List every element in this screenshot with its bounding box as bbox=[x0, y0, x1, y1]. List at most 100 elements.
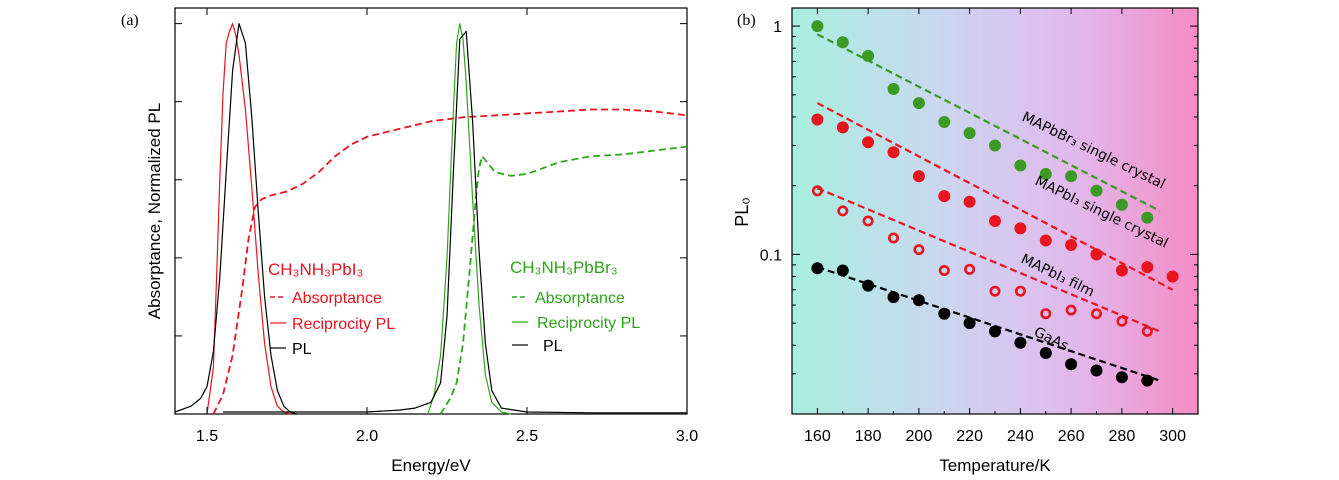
point-mapbi-single-crystal bbox=[1065, 239, 1078, 251]
series-ch3nh3pbi3-pl bbox=[174, 23, 297, 415]
legend-mapbbr: CH₃NH₃PbBr₃ Absorptance Reciprocity PL P… bbox=[510, 258, 640, 355]
point-mapbi-single-crystal bbox=[1166, 270, 1179, 283]
fit-line-mapbi-film bbox=[816, 187, 1161, 333]
point-mapbbr-single-crystal bbox=[862, 49, 875, 62]
panel-b-x-tick-label: 200 bbox=[906, 428, 933, 445]
point-mapbi-film bbox=[989, 285, 1001, 297]
panel-a-x-axis-label: Energy/eV bbox=[391, 456, 471, 475]
point-gaas bbox=[1039, 347, 1052, 359]
point-mapbi-film bbox=[964, 263, 976, 275]
point-mapbbr-single-crystal bbox=[963, 127, 976, 140]
point-gaas bbox=[811, 262, 824, 275]
series-ch3nh3pbi3-reciprocity-pl bbox=[206, 23, 291, 415]
point-gaas bbox=[862, 279, 875, 292]
panel-a-ticks-layer: 1.5 2.0 2.5 3.0 bbox=[175, 8, 698, 445]
point-mapbi-single-crystal bbox=[989, 215, 1001, 227]
point-mapbbr-single-crystal bbox=[1090, 184, 1103, 197]
legend-mapbi-reciprocity-label: Reciprocity PL bbox=[292, 316, 395, 333]
point-gaas bbox=[1065, 358, 1078, 371]
legend-mapbi-pl-label: PL bbox=[292, 341, 312, 358]
legend-mapbi-title: CH₃NH₃PbI₃ bbox=[268, 260, 363, 279]
panel-b-series-layer bbox=[811, 20, 1179, 387]
point-mapbi-film bbox=[1141, 325, 1153, 337]
point-gaas bbox=[912, 294, 925, 307]
point-mapbi-single-crystal bbox=[1039, 234, 1052, 247]
legend-mapbbr-absorptance-label: Absorptance bbox=[535, 290, 625, 307]
panel-a-x-tick-label: 2.0 bbox=[356, 428, 378, 445]
panel-b-ticks-layer: 160 180 200 220 240 260 280 300 0.1 1 bbox=[760, 8, 1199, 445]
point-mapbbr-single-crystal bbox=[1014, 159, 1027, 172]
point-mapbi-film bbox=[1116, 315, 1128, 327]
point-mapbi-film bbox=[887, 232, 899, 244]
point-mapbi-single-crystal bbox=[1014, 222, 1027, 235]
point-mapbbr-single-crystal bbox=[1115, 198, 1128, 211]
point-mapbi-film bbox=[938, 264, 950, 276]
panel-a-label: (a) bbox=[121, 12, 139, 29]
point-mapbi-film bbox=[913, 244, 925, 256]
panel-a-x-tick-label: 3.0 bbox=[676, 428, 698, 445]
panel-b-label: (b) bbox=[737, 12, 756, 29]
point-mapbbr-single-crystal bbox=[938, 116, 951, 128]
point-mapbbr-single-crystal bbox=[989, 139, 1001, 152]
point-gaas bbox=[836, 264, 849, 277]
series-ch3nh3pbi3-absorptance bbox=[212, 108, 688, 415]
panel-b-x-tick-label: 300 bbox=[1159, 428, 1186, 445]
point-mapbi-film bbox=[1065, 304, 1077, 316]
point-gaas bbox=[1141, 374, 1154, 387]
panel-b-x-tick-label: 280 bbox=[1109, 428, 1136, 445]
point-mapbi-single-crystal bbox=[1090, 248, 1103, 261]
panel-b-x-tick-label: 260 bbox=[1058, 428, 1085, 445]
fit-line-mapbbr-single-crystal bbox=[816, 33, 1161, 212]
point-mapbi-single-crystal bbox=[836, 121, 849, 134]
panel-b-y-axis-label: PL₀ bbox=[732, 197, 752, 227]
point-mapbi-single-crystal bbox=[887, 146, 900, 159]
panel-b-gradient-background bbox=[792, 8, 1198, 414]
point-mapbbr-single-crystal bbox=[1039, 168, 1052, 180]
point-mapbbr-single-crystal bbox=[836, 36, 849, 49]
panel-b-x-tick-label: 180 bbox=[855, 428, 882, 445]
fit-line-gaas bbox=[817, 266, 1161, 382]
panel-b-y-tick-label: 1 bbox=[773, 19, 782, 36]
point-mapbi-film bbox=[1040, 308, 1052, 320]
point-mapbbr-single-crystal bbox=[1065, 170, 1078, 183]
series-ch3nh3pbbr3-reciprocity-pl bbox=[427, 23, 512, 415]
point-gaas bbox=[1014, 336, 1027, 349]
point-mapbbr-single-crystal bbox=[912, 97, 925, 110]
panel-a-series-layer bbox=[174, 23, 688, 415]
point-mapbbr-single-crystal bbox=[887, 83, 900, 95]
series-ch3nh3pbbr3-absorptance bbox=[439, 145, 688, 415]
panel-a-plot-frame bbox=[174, 7, 688, 415]
point-gaas bbox=[1115, 371, 1128, 384]
fit-line-mapbi-single-crystal bbox=[816, 102, 1174, 291]
point-mapbi-single-crystal bbox=[912, 170, 925, 183]
point-gaas bbox=[989, 325, 1001, 338]
point-mapbi-film bbox=[1014, 285, 1026, 297]
point-gaas bbox=[1090, 364, 1103, 377]
point-gaas bbox=[938, 307, 951, 320]
panel-a-x-tick-label: 1.5 bbox=[196, 428, 218, 445]
panel-b: (b) 160 180 200 220 240 260 280 300 0.1 1 Tempera… bbox=[732, 7, 1199, 475]
point-mapbi-single-crystal bbox=[1141, 261, 1154, 274]
point-mapbi-film bbox=[837, 205, 849, 217]
point-mapbi-single-crystal bbox=[862, 136, 875, 149]
legend-mapbi-absorptance-label: Absorptance bbox=[292, 290, 382, 307]
point-mapbi-single-crystal bbox=[811, 113, 824, 126]
point-mapbi-film bbox=[1091, 308, 1103, 320]
point-mapbi-single-crystal bbox=[1115, 264, 1128, 277]
panel-a-x-tick-label: 2.5 bbox=[516, 428, 538, 445]
legend-mapbi: CH₃NH₃PbI₃ Absorptance Reciprocity PL PL bbox=[268, 260, 395, 358]
panel-b-x-tick-label: 160 bbox=[804, 428, 831, 445]
panel-a: (a) 1.5 2.0 2.5 3.0 Energy/eV Absorptance, … bbox=[121, 7, 698, 475]
series-ch3nh3pbbr3-pl bbox=[223, 30, 687, 414]
point-gaas bbox=[963, 317, 976, 330]
point-mapbi-single-crystal bbox=[963, 195, 976, 208]
legend-mapbbr-title: CH₃NH₃PbBr₃ bbox=[510, 258, 618, 277]
legend-mapbbr-pl-label: PL bbox=[543, 338, 563, 355]
point-gaas bbox=[887, 291, 900, 304]
panel-a-y-axis-label: Absorptance, Normalized PL bbox=[145, 103, 164, 319]
point-mapbi-single-crystal bbox=[938, 190, 951, 203]
panel-b-x-tick-label: 220 bbox=[956, 428, 983, 445]
panel-b-x-axis-label: Temperature/K bbox=[939, 456, 1051, 475]
panel-b-x-tick-label: 240 bbox=[1007, 428, 1034, 445]
